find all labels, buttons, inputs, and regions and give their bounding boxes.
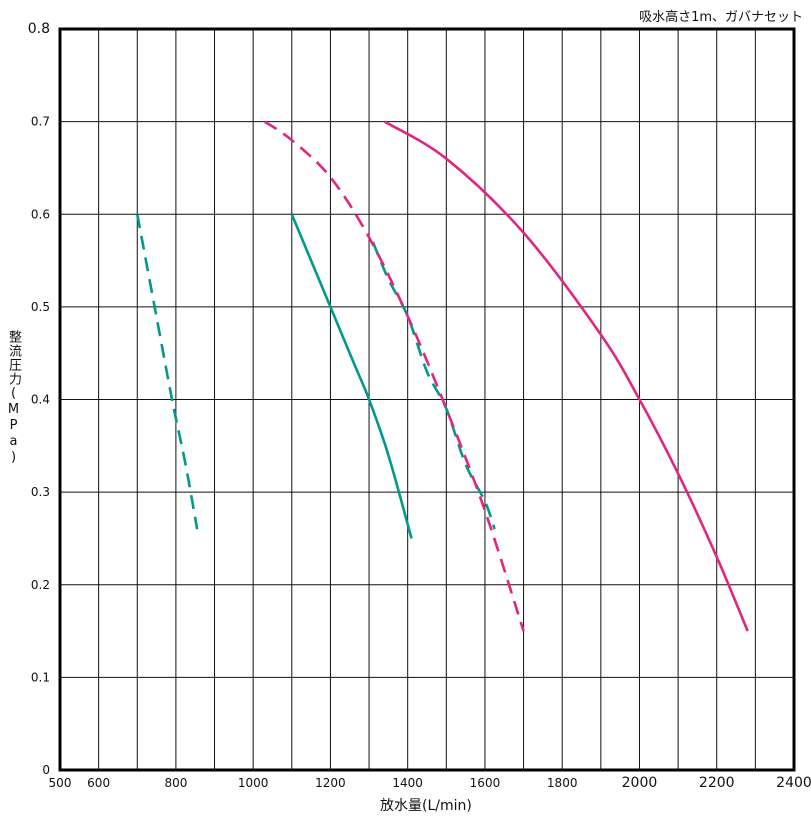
x-tick-label: 1600 [470, 776, 501, 790]
y-tick-label: 0.8 [28, 21, 50, 37]
x-tick-label: 2000 [622, 775, 658, 791]
chart-note: 吸水高さ1m、ガバナセット [639, 10, 803, 25]
x-tick-label: 1000 [238, 776, 269, 790]
x-tick-label: 500 [49, 776, 72, 790]
plot-frame [58, 27, 796, 772]
y-tick-label: 0.6 [31, 207, 50, 221]
x-tick-label: 2200 [699, 775, 735, 791]
series-curves [135, 120, 749, 632]
grid-lines [60, 29, 794, 770]
series-line-2 [290, 213, 413, 539]
y-axis-label: 整流圧力(MPa) [6, 330, 21, 466]
series-line-1 [135, 214, 199, 530]
y-tick-label: 0.4 [31, 393, 50, 407]
x-tick-label: 1200 [315, 776, 346, 790]
y-tick-label: 0.2 [31, 578, 50, 592]
y-tick-label: 0.1 [31, 670, 50, 684]
series-line-4 [264, 120, 525, 632]
x-tick-label: 1800 [547, 776, 578, 790]
y-tick-label: 0.7 [31, 115, 50, 129]
series-line-3 [371, 241, 496, 530]
y-axis-ticks: 0 0.1 0.2 0.3 0.4 0.5 0.6 0.7 0.8 [28, 21, 50, 777]
x-tick-label: 2400 [776, 775, 811, 791]
x-axis-ticks: 500 600 800 1000 1200 1400 1600 1800 2000 2200 240… [49, 775, 811, 791]
x-axis-label: 放水量(L/min) [380, 798, 472, 814]
series-line-5 [383, 120, 749, 632]
x-tick-label: 600 [87, 776, 110, 790]
y-tick-label: 0 [42, 763, 50, 777]
x-tick-label: 800 [164, 776, 187, 790]
x-tick-label: 1400 [392, 776, 423, 790]
y-tick-label: 0.3 [31, 485, 50, 499]
y-tick-label: 0.5 [31, 300, 50, 314]
